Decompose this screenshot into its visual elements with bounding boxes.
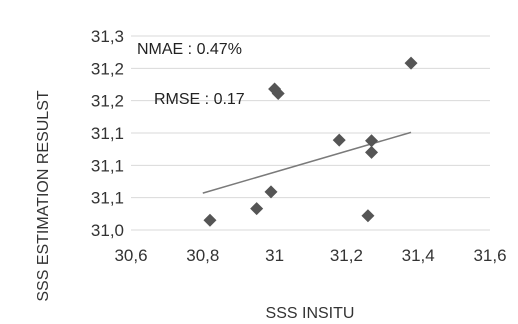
x-axis-label: SSS INSITU [266, 305, 355, 322]
data-point [203, 213, 217, 227]
x-tick-label: 31,4 [402, 246, 435, 265]
y-tick-labels: 31,0 31,1 31,1 31,1 31,2 31,2 31,3 [91, 27, 124, 240]
y-tick-label: 31,0 [91, 221, 124, 240]
data-point [365, 145, 379, 159]
data-point [361, 209, 375, 223]
data-point [271, 87, 285, 101]
y-tick-label: 31,1 [91, 156, 124, 175]
x-tick-label: 31,6 [473, 246, 506, 265]
x-tick-label: 30,8 [186, 246, 219, 265]
trendline [202, 131, 412, 194]
x-tick-label: 30,6 [114, 246, 147, 265]
y-tick-label: 31,2 [91, 92, 124, 111]
nmae-annotation: NMAE : 0.47% [137, 41, 242, 58]
data-point [365, 134, 379, 148]
data-points [203, 56, 418, 227]
y-tick-label: 31,1 [91, 124, 124, 143]
x-tick-labels: 30,6 30,8 31 31,2 31,4 31,6 [114, 246, 506, 265]
x-tick-label: 31 [265, 246, 284, 265]
y-tick-label: 31,1 [91, 189, 124, 208]
rmse-annotation: RMSE : 0.17 [154, 91, 245, 108]
data-point [250, 202, 264, 216]
data-point [332, 133, 346, 147]
data-point [264, 185, 278, 199]
data-point [404, 56, 418, 70]
y-axis-label: SSS ESTIMATION RESULST [35, 90, 52, 302]
y-tick-label: 31,3 [91, 27, 124, 46]
gridlines [131, 35, 490, 231]
x-tick-label: 31,2 [330, 246, 363, 265]
y-tick-label: 31,2 [91, 59, 124, 78]
